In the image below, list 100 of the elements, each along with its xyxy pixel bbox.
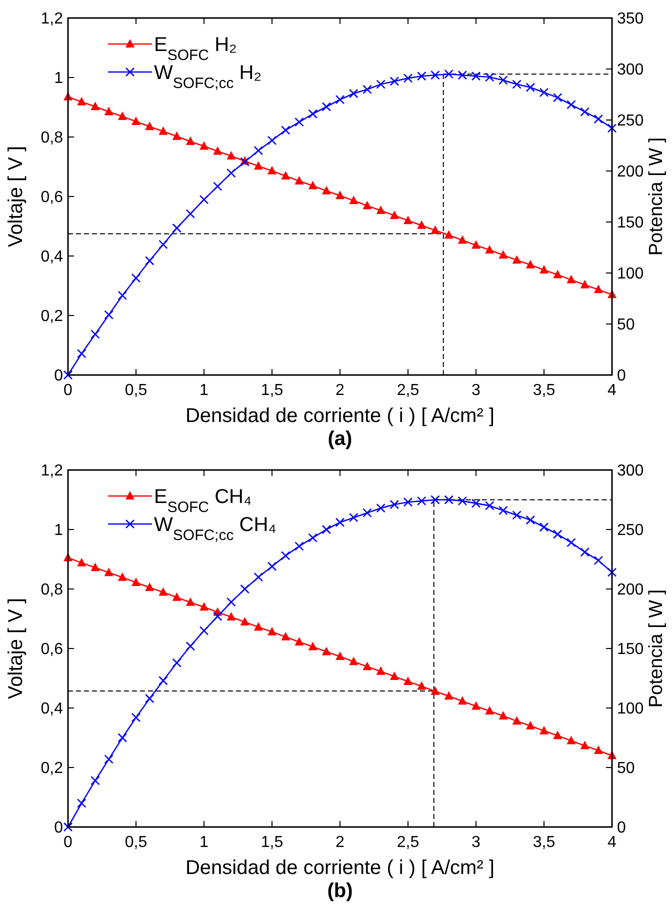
y2-tick-label: 150 — [617, 641, 644, 658]
point — [280, 126, 290, 135]
x-tick-label: 2,5 — [396, 382, 420, 399]
point — [458, 696, 467, 705]
y-tick-label: 1,2 — [40, 462, 64, 480]
point — [90, 776, 100, 786]
point — [240, 584, 250, 594]
point — [553, 730, 562, 740]
point — [362, 84, 372, 94]
point — [254, 622, 263, 631]
point — [90, 562, 100, 572]
point — [417, 681, 426, 690]
point — [308, 642, 318, 650]
point — [485, 245, 494, 254]
point — [498, 711, 508, 720]
point — [390, 500, 400, 510]
point — [512, 80, 522, 89]
x-tick-label: 1,5 — [260, 382, 284, 399]
x-tick-label: 1 — [200, 382, 209, 399]
point — [118, 111, 127, 120]
point — [430, 225, 440, 234]
point — [566, 274, 576, 284]
point — [553, 270, 562, 278]
point — [594, 746, 603, 754]
x-tick-label: 3 — [472, 382, 481, 399]
point — [200, 602, 208, 611]
point — [526, 82, 536, 92]
point — [362, 200, 372, 210]
x-tick-label: 2 — [336, 834, 345, 851]
point — [294, 176, 304, 185]
point — [607, 124, 617, 133]
point — [186, 641, 196, 651]
x-tick-label: 2,5 — [396, 834, 420, 851]
point — [607, 568, 617, 577]
point — [472, 240, 480, 249]
point — [158, 676, 168, 686]
point — [132, 116, 140, 126]
point — [77, 96, 86, 106]
y2-tick-label: 150 — [617, 214, 644, 232]
y2-tick-label: 200 — [617, 164, 644, 181]
y2-tick-label: 200 — [617, 582, 644, 599]
legend-label: W$_{SOFC;cc}$ CH₄ — [154, 514, 276, 544]
y2-tick-label: 100 — [617, 700, 644, 718]
y2-tick-label: 350 — [617, 10, 644, 28]
point — [268, 626, 276, 636]
point — [186, 136, 195, 145]
point — [281, 170, 290, 180]
point — [226, 612, 236, 620]
y-axis-title: Voltaje [ V ] — [5, 598, 27, 700]
point — [416, 496, 426, 506]
point — [471, 71, 481, 81]
x-tick-label: 1,5 — [260, 834, 284, 851]
point — [226, 597, 236, 607]
point — [212, 612, 222, 622]
legend-label: W$_{SOFC;cc}$ H₂ — [154, 62, 262, 92]
x-axis-title: Densidad de corriente ( i ) [ A/cm² ] — [185, 405, 495, 427]
point — [63, 822, 73, 832]
point — [90, 102, 100, 110]
point — [144, 256, 154, 266]
point — [512, 255, 522, 264]
point — [226, 168, 236, 178]
point — [376, 666, 386, 675]
text: (b) — [327, 880, 353, 902]
point — [308, 533, 318, 542]
point — [77, 558, 86, 566]
y-tick-label: 0 — [54, 820, 64, 837]
point — [444, 69, 454, 79]
point — [104, 106, 114, 116]
point — [254, 146, 264, 156]
point — [498, 506, 508, 516]
y-tick-label: 0,2 — [40, 308, 64, 326]
y-tick-label: 0 — [54, 368, 64, 385]
point — [430, 70, 440, 80]
point — [322, 186, 331, 194]
point — [484, 72, 494, 82]
point — [430, 686, 440, 695]
point — [458, 235, 467, 244]
y2-tick-label: 100 — [617, 266, 644, 283]
point — [526, 720, 535, 730]
point — [484, 501, 494, 510]
point — [458, 496, 468, 506]
point — [416, 71, 426, 81]
y-tick-label: 0,4 — [40, 248, 64, 266]
x-tick-label: 3,5 — [532, 382, 556, 399]
point — [76, 798, 86, 808]
y-tick-label: 0,8 — [40, 130, 64, 147]
point — [280, 551, 290, 560]
point — [186, 597, 195, 606]
point — [335, 518, 345, 528]
point — [430, 495, 440, 504]
y2-tick-label: 0 — [617, 368, 626, 385]
point — [540, 726, 548, 734]
point — [118, 572, 127, 581]
point — [566, 100, 576, 110]
y2-tick-label: 50 — [617, 316, 635, 334]
point — [63, 370, 73, 380]
point — [403, 497, 413, 507]
point — [200, 141, 208, 150]
y-tick-label: 0,6 — [40, 189, 64, 206]
point — [485, 706, 494, 714]
